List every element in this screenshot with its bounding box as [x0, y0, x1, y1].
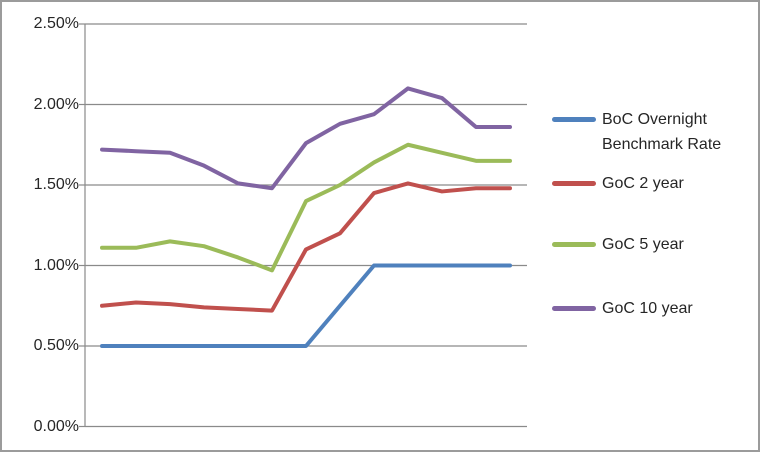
legend-item-goc-2-year: GoC 2 year — [552, 171, 744, 196]
y-axis-tick-label: 1.00% — [33, 256, 79, 274]
legend: BoC Overnight Benchmark Rate GoC 2 year Go… — [552, 2, 752, 450]
y-axis-tick-label: 0.50% — [33, 337, 79, 354]
legend-swatch-boc-overnight-benchmark-rate — [552, 116, 596, 122]
legend-item-boc-overnight-benchmark-rate: BoC Overnight Benchmark Rate — [552, 107, 744, 157]
legend-swatch-goc-10-year — [552, 305, 596, 311]
legend-label: GoC 10 year — [602, 299, 693, 317]
legend-label: GoC 2 year — [602, 174, 684, 192]
y-axis-labels: 2.50% 2.00% 1.50% 1.00% 0.50% 0.00% — [2, 2, 79, 450]
y-axis-tick-label: 2.50% — [33, 15, 79, 32]
series-line-goc-10-year — [100, 86, 512, 191]
series-line-boc-overnight-benchmark-rate — [100, 263, 512, 348]
legend-swatch-goc-5-year — [552, 242, 596, 247]
legend-label: BoC Overnight Benchmark Rate — [602, 110, 722, 153]
legend-item-goc-10-year: GoC 10 year — [552, 296, 744, 321]
y-axis-tick-label: 2.00% — [33, 95, 79, 113]
y-axis-tick-label: 0.00% — [33, 417, 79, 435]
legend-item-goc-5-year: GoC 5 year — [552, 232, 744, 257]
legend-label: GoC 5 year — [602, 236, 684, 253]
series-line-goc-5-year — [100, 142, 512, 273]
series-line-goc-2-year — [100, 181, 512, 313]
legend-swatch-goc-2-year — [552, 180, 596, 186]
y-axis-tick-label: 1.50% — [33, 176, 79, 193]
